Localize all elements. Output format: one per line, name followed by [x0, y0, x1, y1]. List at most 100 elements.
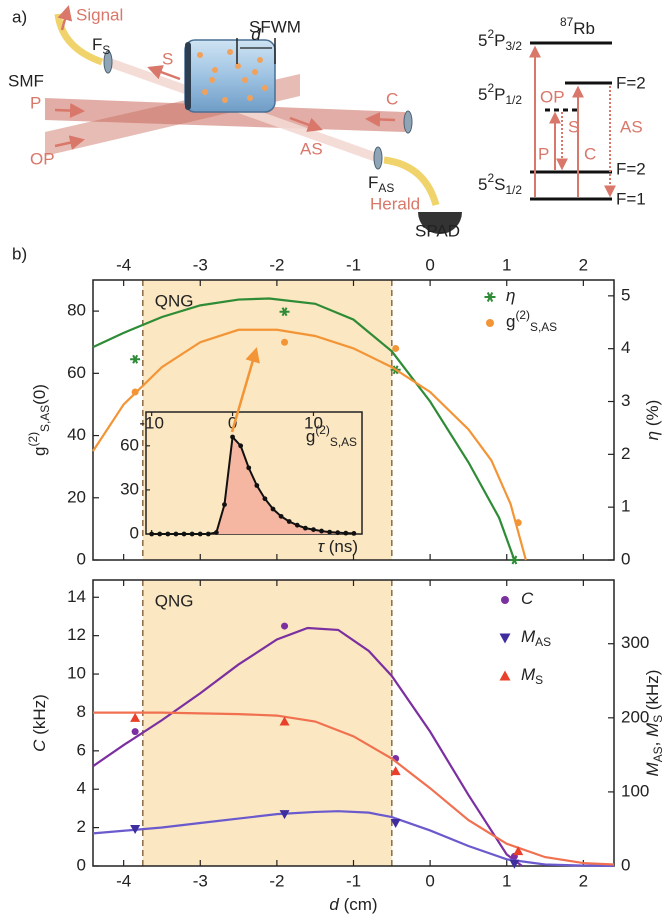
marker	[509, 859, 520, 869]
text-segment: M	[521, 627, 536, 646]
diagram-label: FS	[92, 35, 110, 57]
y2-axis-label: MAS, MS (kHz)	[643, 670, 663, 777]
x-axis-label: τ (ns)	[318, 537, 358, 556]
diagram-label: P	[30, 93, 41, 112]
y-tick-label: 40	[67, 425, 86, 444]
text-segment: 5	[478, 85, 487, 104]
text-segment: (2)	[315, 423, 330, 437]
text-segment: AS	[378, 181, 394, 195]
y2-tick-label: 100	[621, 781, 649, 800]
marker	[499, 670, 511, 681]
line	[92, 297, 516, 561]
diagram-label: SPAD	[415, 221, 460, 240]
marker	[392, 344, 400, 352]
x-tick-label: 1	[502, 871, 511, 890]
x-tick-label: -4	[116, 255, 131, 274]
text-segment: (cm)	[339, 895, 378, 914]
text-segment: C	[30, 739, 49, 752]
text-segment: Rb	[573, 19, 595, 38]
text-segment: d	[251, 25, 261, 44]
x-tick-label: -3	[193, 255, 208, 274]
marker	[130, 824, 141, 834]
text-segment: S	[102, 43, 110, 57]
marker	[149, 531, 155, 537]
text-segment: 2	[487, 27, 494, 41]
x-tick-label: 0	[425, 871, 434, 890]
diagram-label: OP	[540, 87, 565, 106]
y2-tick-label: 5	[621, 285, 630, 304]
x-tick-label: -1	[346, 255, 361, 274]
y-tick-label: 10	[67, 664, 86, 683]
y2-tick-label: 2	[621, 444, 630, 463]
level-diagram	[529, 41, 616, 201]
y-axis-label: g(2)S,AS(0)	[26, 384, 52, 456]
diagram-label: FAS	[368, 173, 394, 195]
marker	[270, 506, 276, 512]
marker	[513, 846, 524, 856]
arrow	[365, 111, 396, 127]
text-segment: d	[329, 895, 339, 914]
text-segment: C	[521, 589, 534, 608]
diagram-label: b)	[12, 244, 27, 263]
marker	[335, 530, 341, 536]
marker	[262, 496, 268, 502]
text-segment: S,AS	[330, 435, 357, 449]
marker	[499, 633, 511, 644]
text-segment: (2)	[26, 432, 40, 447]
marker	[302, 525, 308, 531]
arrow	[57, 5, 73, 31]
diagram-label: C	[584, 144, 596, 163]
y-tick-label: 60	[67, 363, 86, 382]
y-tick-label: 30	[120, 479, 139, 498]
text-segment: 87	[560, 15, 574, 29]
marker	[281, 622, 289, 630]
x-tick-label: 2	[579, 255, 588, 274]
text-segment: 1/2	[505, 183, 522, 197]
marker	[327, 529, 333, 535]
diagram-label: 87Rb	[560, 15, 595, 38]
text-segment: (2)	[515, 308, 530, 322]
marker	[165, 531, 171, 537]
marker	[254, 483, 260, 488]
x-tick-label: 0	[425, 255, 434, 274]
diagram-label: AS	[300, 139, 323, 158]
marker	[173, 531, 179, 537]
region	[142, 580, 392, 866]
marker	[230, 434, 235, 440]
text-segment: 3/2	[505, 39, 522, 53]
diagram-label: S	[568, 117, 579, 136]
y-tick-label: 2	[77, 817, 86, 836]
legend-label: C	[521, 589, 534, 608]
spad	[418, 212, 462, 234]
x-tick-label: 1	[502, 255, 511, 274]
legend-label: MS	[521, 665, 543, 687]
y-axis-label: C (kHz)	[30, 694, 49, 752]
text-segment: AS	[651, 746, 663, 762]
marker	[189, 531, 195, 537]
marker	[486, 319, 494, 327]
diagram-label: S	[162, 49, 173, 68]
diagram-label: OP	[30, 149, 55, 168]
arrow	[289, 116, 323, 132]
marker	[351, 531, 357, 536]
text-segment: g	[306, 427, 315, 446]
marker	[294, 522, 300, 528]
text-segment: S,AS	[38, 405, 52, 432]
marker	[278, 513, 284, 519]
line	[92, 328, 527, 561]
marker	[131, 728, 139, 736]
diagram-label: Herald	[370, 194, 420, 213]
marker	[197, 531, 203, 537]
diagram-label: P	[538, 144, 549, 163]
text-segment: (0)	[30, 384, 49, 405]
x-tick-label: 10	[304, 413, 323, 432]
cell-window	[185, 42, 191, 110]
setup-drawing	[45, 5, 462, 234]
y-tick-label: 20	[67, 487, 86, 506]
marker	[246, 465, 252, 471]
y2-tick-label: 0	[621, 855, 630, 874]
diagram-label: 52P3/2	[478, 27, 522, 53]
diagram-label: 52P1/2	[478, 81, 522, 107]
text-segment: M	[643, 761, 662, 776]
